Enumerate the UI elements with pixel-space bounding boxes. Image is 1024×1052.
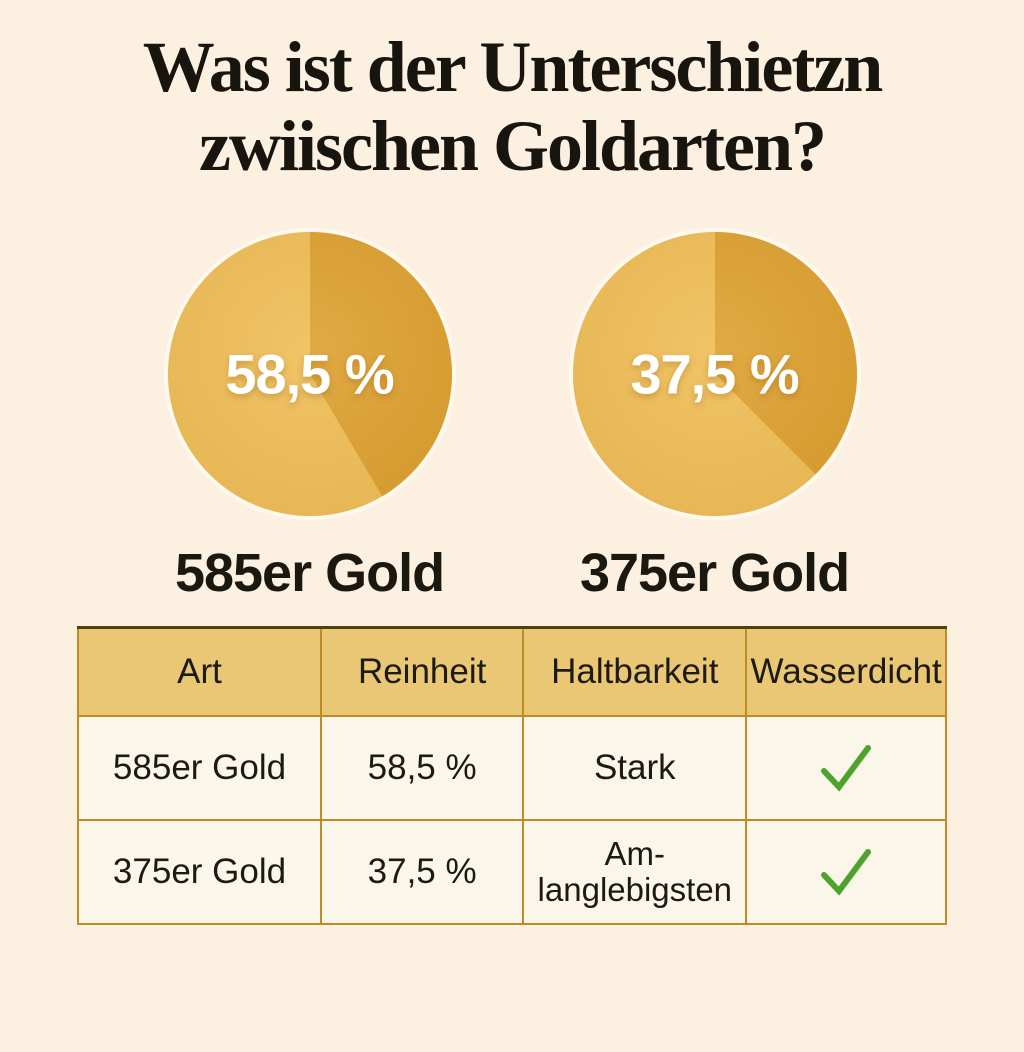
cell-reinheit-375: 37,5 % (320, 818, 525, 925)
pie-center-value-375: 37,5 % (630, 342, 799, 406)
column-header-art: Art (76, 626, 323, 717)
pie-caption-375: 375er Gold (579, 543, 850, 604)
infographic-canvas: Was ist der Unterschietzn zwiischen Gold… (0, 27, 1024, 1052)
page-title-line-2: zwiischen Goldarten? (199, 106, 827, 187)
pie-chart-row: 58,5 % 585er Gold 37,5 % 375er Gold (0, 232, 1024, 604)
page-title: Was ist der Unterschietzn zwiischen Gold… (0, 27, 1024, 187)
table-header: Art Reinheit Haltbarkeit Wasserdicht (76, 626, 947, 717)
cell-reinheit-585: 58,5 % (320, 714, 525, 821)
page-title-line-1: Was ist der Unterschietzn (142, 27, 884, 107)
column-header-wasserdicht: Wasserdicht (745, 626, 947, 717)
pie-chart-375: 37,5 % (572, 232, 857, 517)
pie-figure-375: 37,5 % 375er Gold (572, 232, 857, 604)
table-row: 375er Gold 37,5 % Am- langlebigsten (76, 818, 947, 925)
cell-haltbarkeit-585: Stark (522, 714, 748, 821)
pie-figure-585: 58,5 % 585er Gold (167, 232, 452, 604)
check-icon (747, 743, 945, 793)
pie-center-value-585: 58,5 % (225, 342, 394, 406)
cell-art-585: 585er Gold (76, 714, 323, 821)
pie-caption-585: 585er Gold (174, 543, 445, 604)
gold-comparison-table: Art Reinheit Haltbarkeit Wasserdicht 585… (76, 626, 947, 925)
cell-wasserdicht-375 (745, 818, 947, 925)
table-row: 585er Gold 58,5 % Stark (76, 714, 947, 821)
pie-chart-585: 58,5 % (167, 232, 452, 517)
check-icon (747, 847, 945, 897)
column-header-reinheit: Reinheit (320, 626, 525, 717)
cell-haltbarkeit-375: Am- langlebigsten (522, 818, 748, 925)
cell-wasserdicht-585 (745, 714, 947, 821)
column-header-haltbarkeit: Haltbarkeit (522, 626, 748, 717)
cell-art-375: 375er Gold (76, 818, 323, 925)
